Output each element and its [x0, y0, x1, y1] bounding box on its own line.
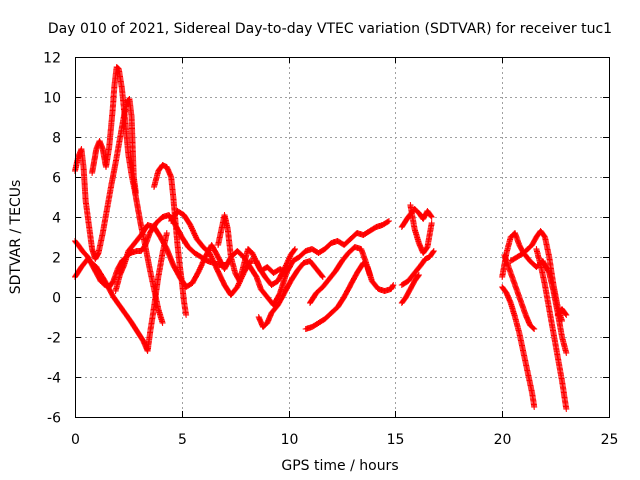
axis-ticks: [75, 57, 610, 418]
y-tick-label: 0: [52, 291, 61, 307]
y-tick-label: 4: [52, 211, 61, 227]
x-tick-label: 15: [387, 432, 405, 448]
y-tick-label: 6: [52, 171, 61, 187]
sdtvar-markers: [72, 64, 570, 412]
y-tick-labels: -6 -4 -2 0 2 4 6 8 10 12: [43, 51, 61, 427]
x-tick-label: 5: [178, 432, 187, 448]
chart-title: Day 010 of 2021, Sidereal Day-to-day VTE…: [48, 21, 612, 37]
y-axis-label: SDTVAR / TECUs: [8, 180, 24, 295]
y-tick-label: 12: [43, 51, 61, 67]
x-tick-label: 0: [71, 432, 80, 448]
y-tick-label: -4: [47, 371, 61, 387]
y-tick-label: -6: [47, 411, 61, 427]
x-tick-label: 25: [601, 432, 619, 448]
x-tick-label: 20: [494, 432, 512, 448]
y-tick-label: 10: [43, 91, 61, 107]
x-tick-label: 10: [281, 432, 299, 448]
x-tick-labels: 0 5 10 15 20 25: [71, 432, 618, 448]
y-tick-label: 2: [52, 251, 61, 267]
data-points: [72, 64, 570, 412]
y-tick-label: -2: [47, 331, 61, 347]
plot-frame: [75, 57, 610, 418]
x-axis-label: GPS time / hours: [281, 458, 398, 474]
y-tick-label: 8: [52, 131, 61, 147]
grid: [75, 57, 609, 417]
